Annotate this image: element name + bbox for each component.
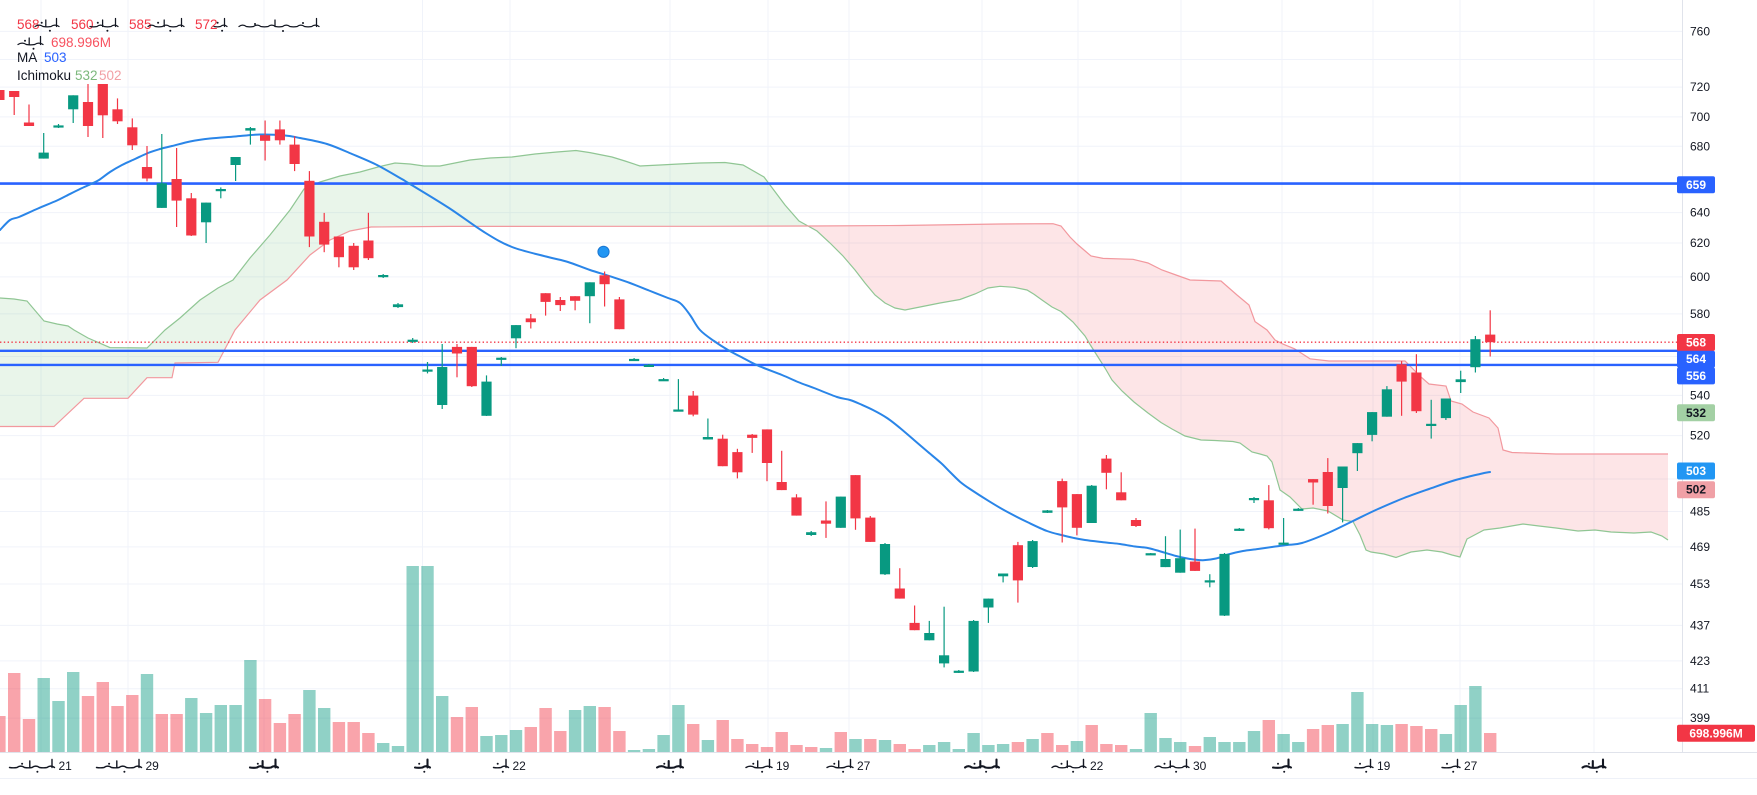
- svg-text:22: 22: [1090, 759, 1104, 773]
- svg-text:556: 556: [1686, 369, 1706, 383]
- svg-text:540: 540: [1690, 388, 1710, 402]
- svg-text:485: 485: [1690, 505, 1710, 519]
- svg-text:27: 27: [857, 759, 871, 773]
- svg-text:659: 659: [1686, 178, 1706, 192]
- svg-text:423: 423: [1690, 654, 1710, 668]
- svg-text:532: 532: [75, 68, 98, 83]
- svg-text:572: 572: [195, 17, 218, 32]
- svg-text:600: 600: [1690, 270, 1710, 284]
- svg-text:503: 503: [44, 50, 67, 65]
- svg-text:520: 520: [1690, 429, 1710, 443]
- svg-text:503: 503: [1686, 464, 1706, 478]
- svg-text:21: 21: [59, 759, 73, 773]
- svg-text:27: 27: [1464, 759, 1478, 773]
- svg-text:700: 700: [1690, 110, 1710, 124]
- svg-text:698.996M: 698.996M: [1689, 726, 1742, 740]
- svg-text:585: 585: [129, 17, 152, 32]
- svg-text:620: 620: [1690, 236, 1710, 250]
- svg-text:Ichimoku: Ichimoku: [17, 68, 71, 83]
- svg-text:399: 399: [1690, 711, 1710, 725]
- svg-text:437: 437: [1690, 618, 1710, 632]
- svg-text:19: 19: [1377, 759, 1391, 773]
- svg-text:469: 469: [1690, 540, 1710, 554]
- svg-text:29: 29: [146, 759, 160, 773]
- svg-text:453: 453: [1690, 577, 1710, 591]
- svg-text:698.996M: 698.996M: [51, 35, 111, 50]
- svg-text:MA: MA: [17, 50, 37, 65]
- svg-text:568: 568: [17, 17, 40, 32]
- svg-text:502: 502: [1686, 483, 1706, 497]
- svg-text:580: 580: [1690, 307, 1710, 321]
- svg-text:411: 411: [1690, 682, 1709, 696]
- svg-text:564: 564: [1686, 352, 1706, 366]
- svg-text:760: 760: [1690, 24, 1710, 38]
- svg-text:568: 568: [1686, 336, 1706, 350]
- svg-text:720: 720: [1690, 80, 1710, 94]
- svg-text:560: 560: [71, 17, 94, 32]
- svg-text:532: 532: [1686, 406, 1706, 420]
- svg-text:30: 30: [1193, 759, 1207, 773]
- svg-text:19: 19: [776, 759, 790, 773]
- svg-text:502: 502: [99, 68, 122, 83]
- svg-text:22: 22: [513, 759, 527, 773]
- svg-text:640: 640: [1690, 206, 1710, 220]
- svg-text:680: 680: [1690, 139, 1710, 153]
